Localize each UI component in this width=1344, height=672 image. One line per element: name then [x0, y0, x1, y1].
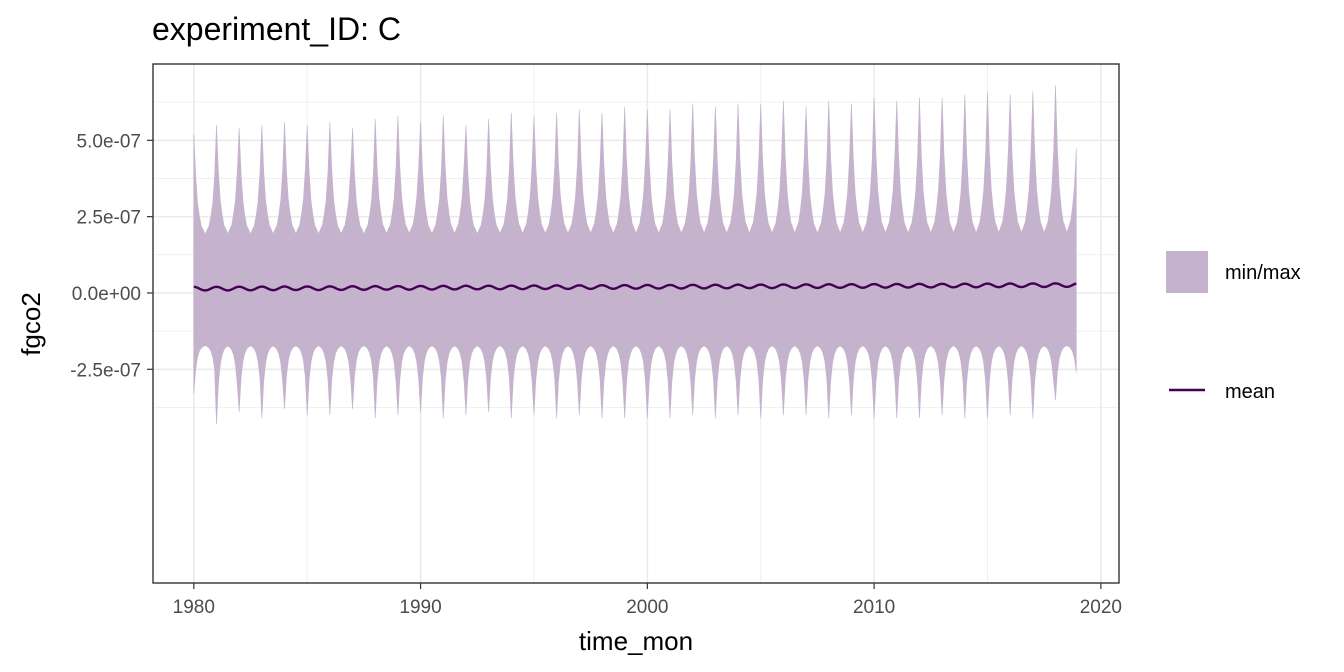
x-axis: 1980 1990 2000 2010 2020	[173, 583, 1122, 618]
y-tick-label: 0.0e+00	[72, 284, 141, 305]
mean-line	[193, 282, 1077, 292]
y-axis-title: fgco2	[16, 292, 46, 356]
y-tick-label: 2.5e-07	[77, 208, 141, 229]
legend: min/max mean	[1166, 251, 1301, 403]
x-axis-title: time_mon	[579, 626, 693, 656]
mean-line-layer	[193, 282, 1077, 292]
minmax-ribbon-layer	[193, 85, 1077, 425]
legend-label-minmax: min/max	[1225, 262, 1301, 284]
legend-key-minmax	[1166, 251, 1208, 293]
y-tick-label: 5.0e-07	[77, 131, 141, 152]
x-tick-label: 2000	[626, 597, 668, 618]
chart-title: experiment_ID: C	[152, 11, 401, 47]
minmax-ribbon	[193, 85, 1077, 425]
legend-label-mean: mean	[1225, 381, 1275, 403]
x-tick-label: 1990	[399, 597, 441, 618]
y-axis: -2.5e-07 0.0e+00 2.5e-07 5.0e-07	[70, 131, 153, 381]
x-tick-label: 2020	[1080, 597, 1122, 618]
y-tick-label: -2.5e-07	[70, 360, 141, 381]
plot-panel	[152, 63, 1120, 584]
x-tick-label: 2010	[853, 597, 895, 618]
x-tick-label: 1980	[173, 597, 215, 618]
panel-border	[152, 63, 1120, 584]
